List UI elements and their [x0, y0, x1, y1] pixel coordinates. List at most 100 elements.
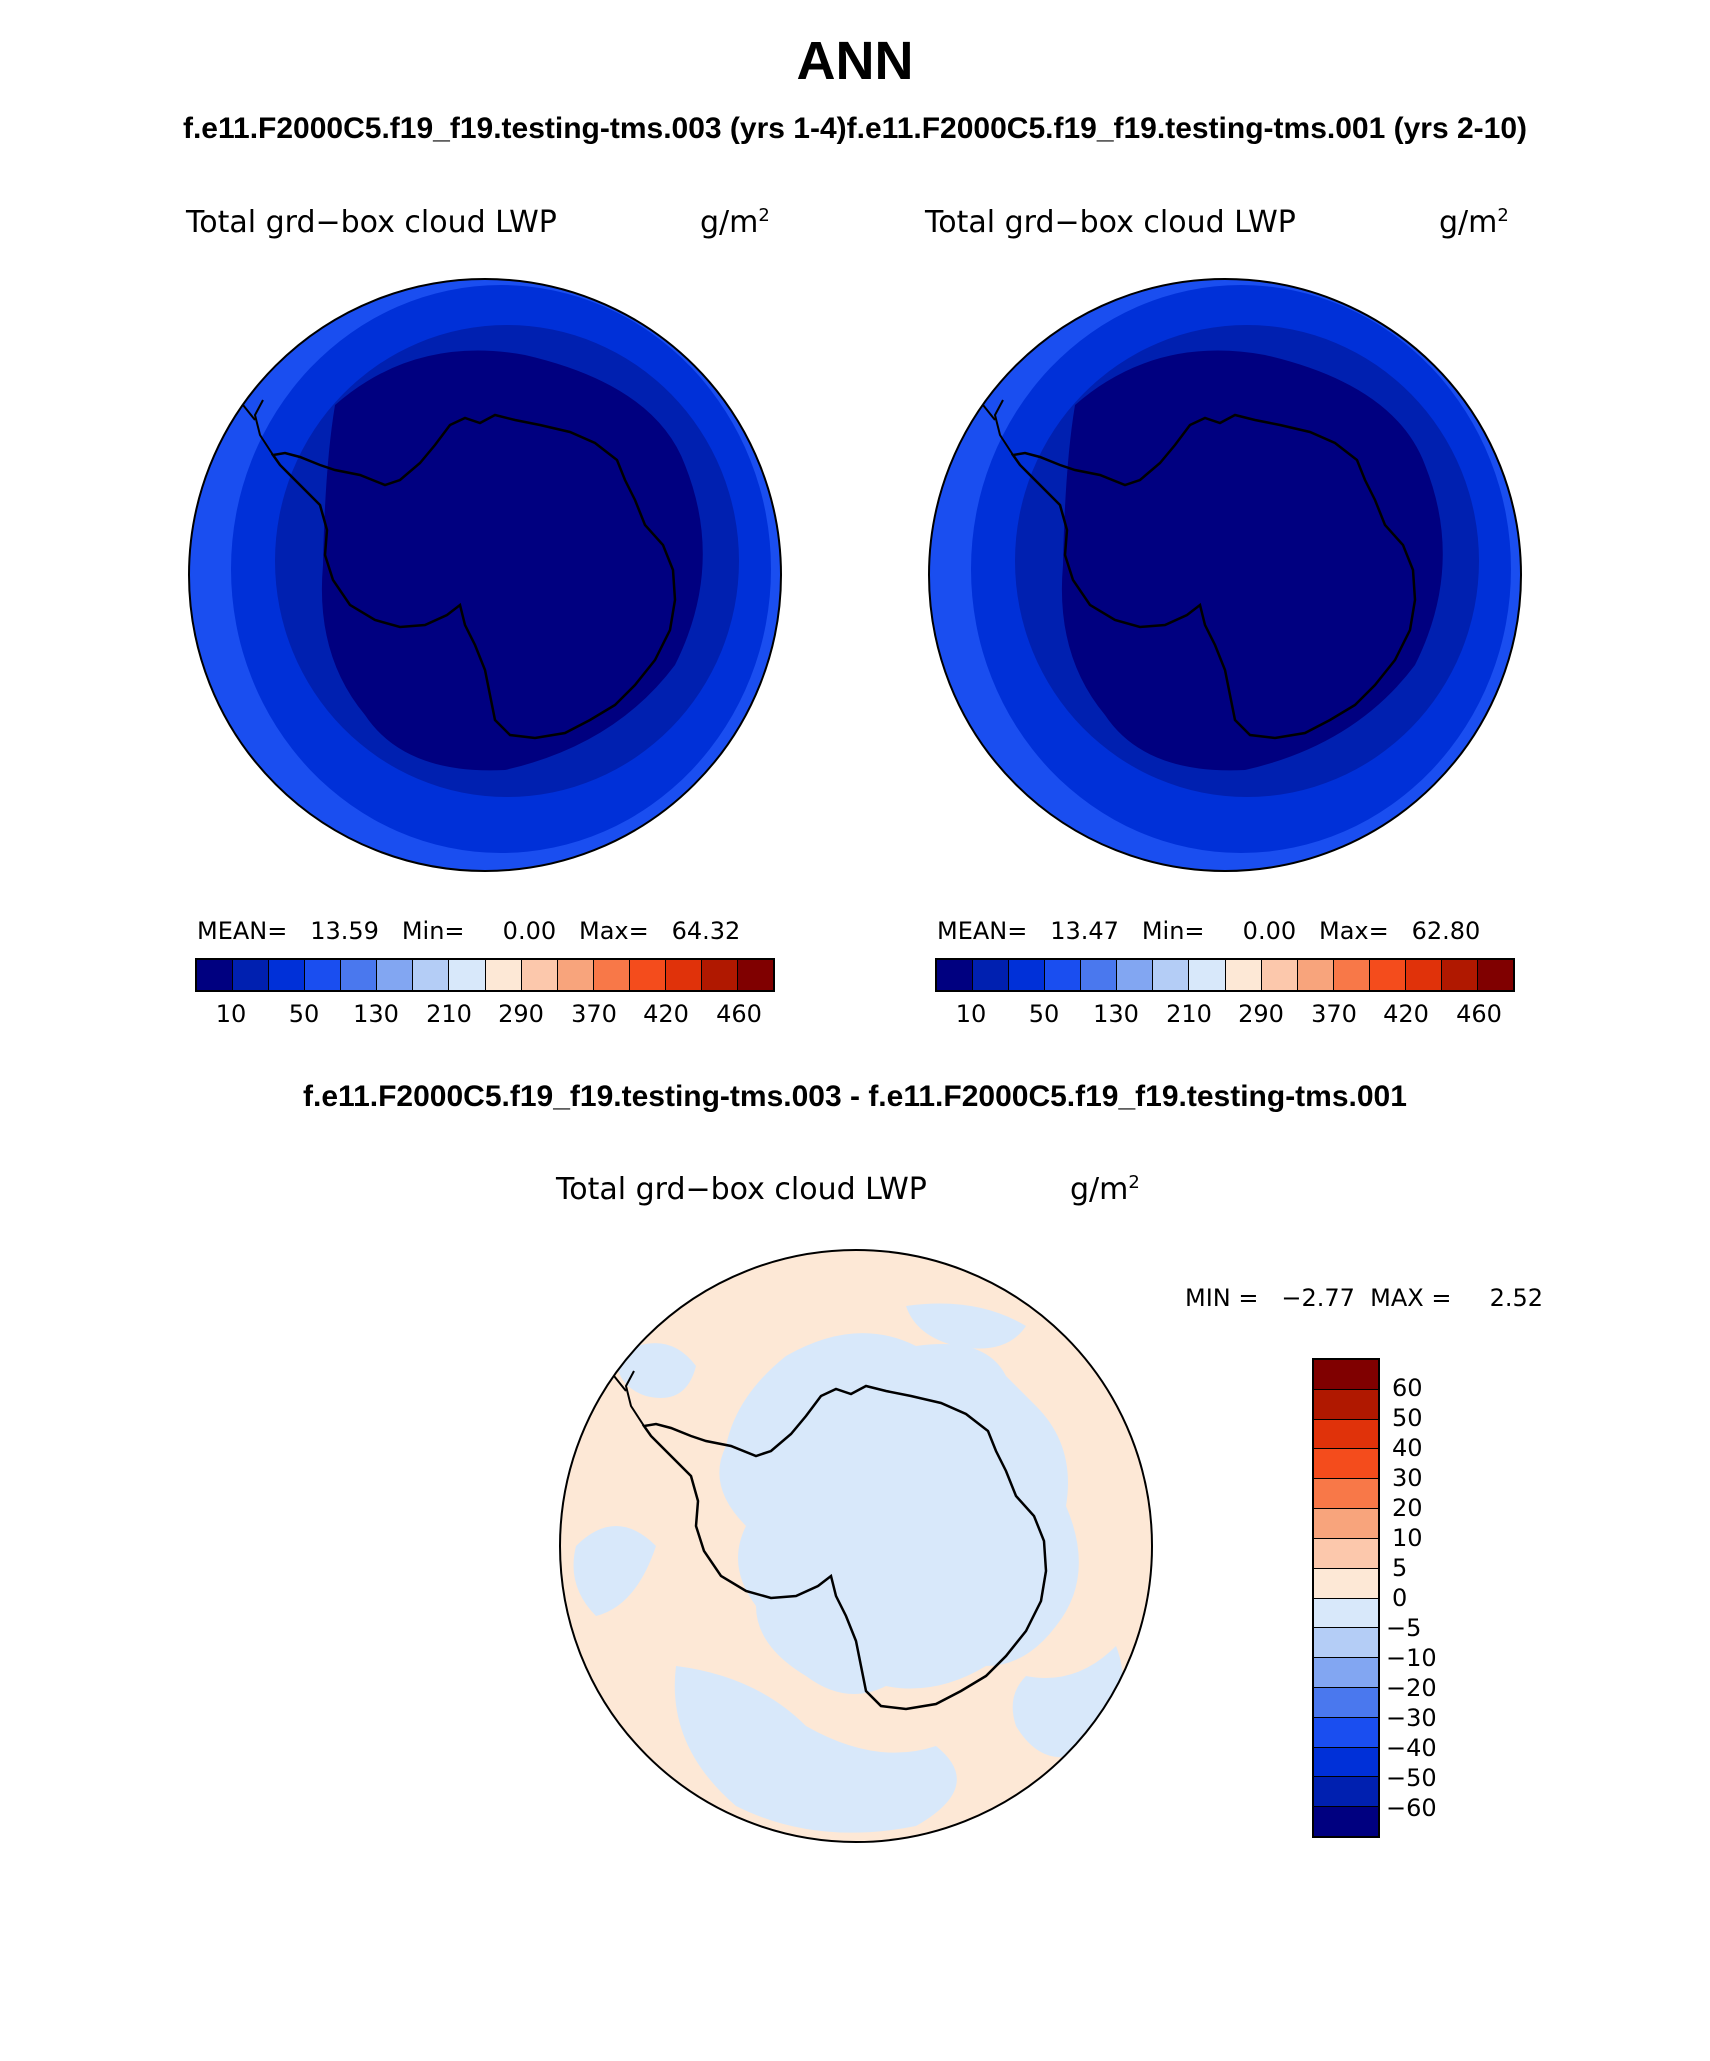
- panel2-units: g/m2: [1439, 205, 1509, 240]
- cbar2-cell: [1441, 960, 1478, 990]
- panel2-variable-label: Total grd−box cloud LWP: [925, 205, 1296, 240]
- dcbar-tick: −5: [1386, 1614, 1422, 1642]
- cbar2-cell: [1369, 960, 1406, 990]
- dcbar-tick: 0: [1392, 1584, 1408, 1612]
- diff-region-negative: [719, 1333, 1079, 1694]
- map1-core: [321, 350, 703, 771]
- cbar2-cell: [937, 960, 974, 990]
- cbar2-tick: 210: [1166, 1000, 1212, 1028]
- cbar1-cell: [413, 960, 450, 990]
- dcbar-tick: 60: [1392, 1374, 1423, 1402]
- dcbar-tick: −40: [1386, 1734, 1437, 1762]
- cbar2-cell: [1009, 960, 1046, 990]
- map-case2: [928, 278, 1522, 872]
- map-case1: [188, 278, 782, 872]
- cbar2-tick: 290: [1238, 1000, 1284, 1028]
- dcbar-cell: [1314, 1777, 1378, 1808]
- dcbar-cell: [1314, 1807, 1378, 1836]
- cbar2-cell: [1045, 960, 1082, 990]
- diff-colorbar: [1312, 1358, 1380, 1838]
- map2-outline: [928, 278, 1522, 872]
- diff-units-sup: 2: [1128, 1172, 1140, 1193]
- cbar1-cell: [557, 960, 594, 990]
- cbar1-cell: [737, 960, 773, 990]
- cbar1-cell: [449, 960, 486, 990]
- cbar1-cell: [341, 960, 378, 990]
- dcbar-cell: [1314, 1360, 1378, 1390]
- dcbar-tick: 50: [1392, 1404, 1423, 1432]
- cbar2-tick: 10: [955, 1000, 987, 1028]
- cbar1-cell: [305, 960, 342, 990]
- cbar2-cell: [973, 960, 1010, 990]
- cbar1-cell: [233, 960, 270, 990]
- dcbar-cell: [1314, 1717, 1378, 1748]
- cbar1-cell: [269, 960, 306, 990]
- panel1-stats: MEAN= 13.59 Min= 0.00 Max= 64.32: [197, 917, 741, 945]
- cbar2-tick: 130: [1093, 1000, 1139, 1028]
- case1-label: f.e11.F2000C5.f19_f19.testing-tms.003 (y…: [182, 112, 847, 145]
- cbar1-cell: [593, 960, 630, 990]
- cbar1-cell: [629, 960, 666, 990]
- diff-region-negative: [906, 1303, 1026, 1349]
- panel1-colorbar-ticks: 10 50 130 210 290 370 420 460: [195, 1000, 775, 1030]
- cbar1-cell: [521, 960, 558, 990]
- cbar2-tick: 420: [1383, 1000, 1429, 1028]
- dcbar-cell: [1314, 1538, 1378, 1569]
- diff-region-negative: [674, 1666, 957, 1833]
- case-header: f.e11.F2000C5.f19_f19.testing-tms.003 (y…: [0, 112, 1710, 146]
- dcbar-tick: −20: [1386, 1674, 1437, 1702]
- map-difference: [559, 1249, 1153, 1843]
- cbar2-cell: [1225, 960, 1262, 990]
- dcbar-tick: 5: [1392, 1554, 1408, 1582]
- dcbar-tick: 30: [1392, 1464, 1423, 1492]
- cbar2-cell: [1261, 960, 1298, 990]
- dcbar-tick: 40: [1392, 1434, 1423, 1462]
- cbar2-cell: [1189, 960, 1226, 990]
- diff-variable-label: Total grd−box cloud LWP: [556, 1172, 927, 1207]
- map2-antarctica-coast: [1010, 413, 1417, 740]
- panel2-units-text: g/m: [1439, 205, 1498, 240]
- dcbar-tick: −60: [1386, 1794, 1437, 1822]
- cbar1-cell: [701, 960, 738, 990]
- dcbar-tick: −50: [1386, 1764, 1437, 1792]
- diff-region-negative: [573, 1526, 656, 1616]
- dcbar-cell: [1314, 1449, 1378, 1480]
- cbar2-cell: [1405, 960, 1442, 990]
- difference-header: f.e11.F2000C5.f19_f19.testing-tms.003 - …: [303, 1080, 1407, 1113]
- dcbar-cell: [1314, 1389, 1378, 1420]
- cbar1-tick: 290: [498, 1000, 544, 1028]
- panel2-stats: MEAN= 13.47 Min= 0.00 Max= 62.80: [937, 917, 1481, 945]
- panel2-colorbar-ticks: 10 50 130 210 290 370 420 460: [935, 1000, 1515, 1030]
- dcbar-cell: [1314, 1598, 1378, 1629]
- diff-antarctica-coast: [641, 1384, 1048, 1711]
- dcbar-cell: [1314, 1687, 1378, 1718]
- diff-minmax: MIN = −2.77 MAX = 2.52: [1185, 1284, 1544, 1312]
- panel1-colorbar: [195, 958, 775, 992]
- cbar1-cell: [377, 960, 414, 990]
- map2-core: [1061, 350, 1443, 771]
- cbar1-tick: 10: [215, 1000, 247, 1028]
- cbar1-tick: 50: [288, 1000, 320, 1028]
- cbar2-cell: [1333, 960, 1370, 990]
- cbar1-cell: [197, 960, 234, 990]
- cbar1-cell: [485, 960, 522, 990]
- dcbar-cell: [1314, 1479, 1378, 1510]
- panel1-units-sup: 2: [758, 205, 770, 226]
- cbar2-cell: [1081, 960, 1118, 990]
- dcbar-tick: 20: [1392, 1494, 1423, 1522]
- map1-antarctica-coast: [270, 413, 677, 740]
- cbar2-cell: [1477, 960, 1513, 990]
- dcbar-cell: [1314, 1747, 1378, 1778]
- panel1-units: g/m2: [700, 205, 770, 240]
- cbar1-cell: [665, 960, 702, 990]
- dcbar-cell: [1314, 1419, 1378, 1450]
- cbar1-tick: 130: [353, 1000, 399, 1028]
- cbar2-tick: 460: [1456, 1000, 1502, 1028]
- panel1-variable-label: Total grd−box cloud LWP: [186, 205, 557, 240]
- diff-map-outline: [559, 1249, 1153, 1843]
- diff-region-negative: [616, 1343, 696, 1398]
- dcbar-tick: −30: [1386, 1704, 1437, 1732]
- cbar1-tick: 370: [571, 1000, 617, 1028]
- dcbar-cell: [1314, 1568, 1378, 1599]
- cbar1-tick: 420: [643, 1000, 689, 1028]
